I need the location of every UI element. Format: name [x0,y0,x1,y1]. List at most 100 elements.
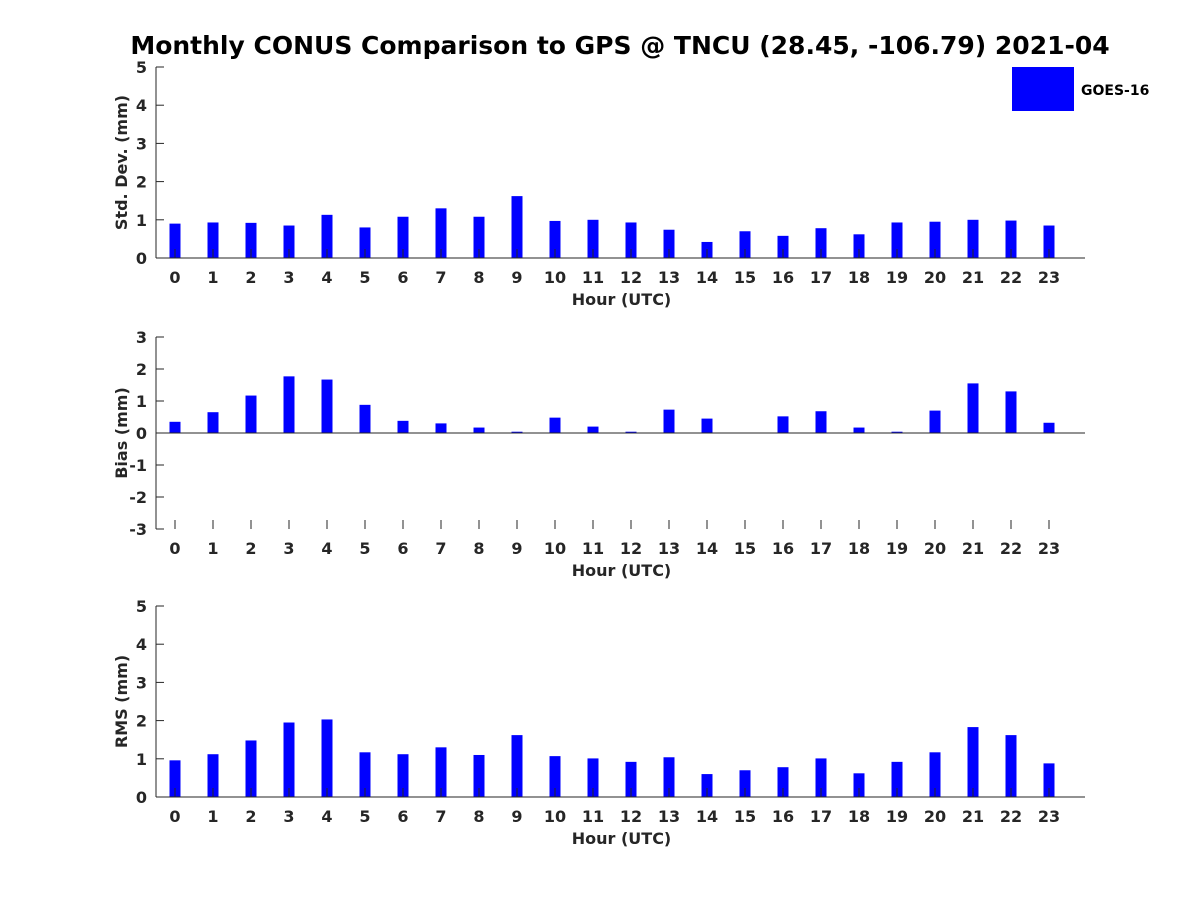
bar-2-hour-19 [891,431,903,433]
figure-title: Monthly CONUS Comparison to GPS @ TNCU (… [130,31,1109,60]
bar-1-hour-4 [321,214,333,258]
bar-1-hour-19 [891,222,903,258]
x-tick-label: 3 [283,268,294,287]
y-tick-label: 3 [136,673,147,692]
bar-3-hour-13 [663,757,675,797]
bar-1-hour-21 [967,219,979,258]
bar-2-hour-5 [359,404,371,433]
x-tick-label: 19 [886,268,908,287]
x-tick-label: 8 [473,268,484,287]
bar-1-hour-3 [283,225,295,258]
bar-3-hour-12 [625,761,637,797]
bar-3-hour-4 [321,719,333,797]
x-tick-label: 19 [886,539,908,558]
x-tick-label: 12 [620,807,642,826]
x-tick-label: 9 [511,807,522,826]
x-axis-label: Hour (UTC) [572,829,672,848]
x-tick-label: 23 [1038,539,1060,558]
bar-3-hour-14 [701,774,713,797]
bar-1-hour-23 [1043,225,1055,258]
x-tick-label: 7 [435,539,446,558]
x-tick-label: 17 [810,539,832,558]
x-tick-label: 1 [207,539,218,558]
y-tick-label: 1 [136,750,147,769]
x-tick-label: 10 [544,807,566,826]
bar-2-hour-21 [967,383,979,433]
bar-3-hour-2 [245,740,257,797]
x-tick-label: 15 [734,268,756,287]
x-tick-label: 23 [1038,268,1060,287]
y-tick-label: 0 [136,249,147,268]
bar-3-hour-16 [777,767,789,797]
x-tick-label: 0 [169,539,180,558]
y-tick-label: 5 [136,597,147,616]
y-tick-label: 5 [136,58,147,77]
bar-3-hour-11 [587,758,599,797]
legend-swatch [1012,67,1074,111]
bar-3-hour-0 [169,760,181,797]
x-tick-label: 11 [582,539,604,558]
bar-2-hour-13 [663,409,675,433]
y-tick-label: 4 [136,635,147,654]
x-tick-label: 11 [582,268,604,287]
x-tick-label: 1 [207,268,218,287]
bar-3-hour-6 [397,754,409,797]
x-tick-label: 6 [397,539,408,558]
x-tick-label: 22 [1000,268,1022,287]
x-tick-label: 13 [658,268,680,287]
x-tick-label: 13 [658,807,680,826]
bar-2-hour-20 [929,410,941,433]
x-tick-label: 17 [810,807,832,826]
bar-2-hour-18 [853,427,865,433]
bar-3-hour-1 [207,754,219,797]
x-tick-label: 22 [1000,539,1022,558]
x-tick-label: 1 [207,807,218,826]
legend-entry: GOES-16 [1081,83,1149,99]
y-tick-label: -3 [129,520,147,539]
bar-3-hour-21 [967,727,979,797]
bar-2-hour-16 [777,416,789,433]
bar-2-hour-10 [549,417,561,433]
legend: GOES-16 [1012,67,1149,111]
y-tick-label: 2 [136,173,147,192]
bar-1-hour-20 [929,221,941,258]
x-tick-label: 6 [397,268,408,287]
bar-1-hour-12 [625,222,637,258]
bar-1-hour-17 [815,228,827,258]
bar-2-hour-1 [207,412,219,433]
bar-1-hour-7 [435,208,447,258]
bar-2-hour-22 [1005,391,1017,433]
y-axis-label: Bias (mm) [112,387,131,479]
bar-3-hour-20 [929,752,941,797]
x-tick-label: 16 [772,539,794,558]
bar-2-hour-6 [397,420,409,433]
bar-1-hour-6 [397,216,409,258]
x-axis-label: Hour (UTC) [572,290,672,309]
bar-3-hour-7 [435,747,447,797]
bar-3-hour-17 [815,758,827,797]
bar-2-hour-2 [245,395,257,433]
y-tick-label: 2 [136,360,147,379]
bar-1-hour-18 [853,234,865,258]
x-tick-label: 13 [658,539,680,558]
x-tick-label: 6 [397,807,408,826]
x-tick-label: 5 [359,807,370,826]
x-tick-label: 14 [696,539,718,558]
bar-3-hour-18 [853,773,865,797]
x-tick-label: 12 [620,539,642,558]
bar-3-hour-10 [549,756,561,797]
bar-3-hour-22 [1005,735,1017,797]
bar-3-hour-23 [1043,763,1055,797]
x-tick-label: 17 [810,268,832,287]
x-tick-label: 12 [620,268,642,287]
x-tick-label: 2 [245,268,256,287]
y-tick-label: 2 [136,712,147,731]
x-tick-label: 4 [321,807,332,826]
y-tick-label: 1 [136,211,147,230]
x-tick-label: 0 [169,268,180,287]
x-tick-label: 5 [359,268,370,287]
y-tick-label: 0 [136,788,147,807]
y-axis-label: Std. Dev. (mm) [112,95,131,230]
